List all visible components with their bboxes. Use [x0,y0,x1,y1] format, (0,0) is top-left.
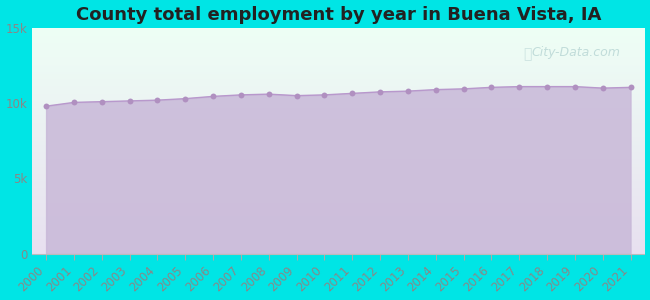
Point [375,89,385,94]
Point [625,85,636,90]
Text: ⓘ: ⓘ [523,47,531,61]
Point [403,89,413,94]
Point [319,92,330,97]
Point [458,86,469,91]
Point [514,84,525,89]
Point [569,84,580,89]
Point [263,92,274,97]
Text: City-Data.com: City-Data.com [531,46,620,59]
Point [597,86,608,91]
Point [152,98,162,103]
Point [208,94,218,99]
Point [41,104,51,109]
Point [97,99,107,104]
Point [542,84,552,89]
Point [69,100,79,105]
Point [124,98,135,103]
Point [236,92,246,97]
Title: County total employment by year in Buena Vista, IA: County total employment by year in Buena… [75,6,601,24]
Point [291,93,302,98]
Point [430,87,441,92]
Point [486,85,497,90]
Point [347,91,358,96]
Point [180,96,190,101]
